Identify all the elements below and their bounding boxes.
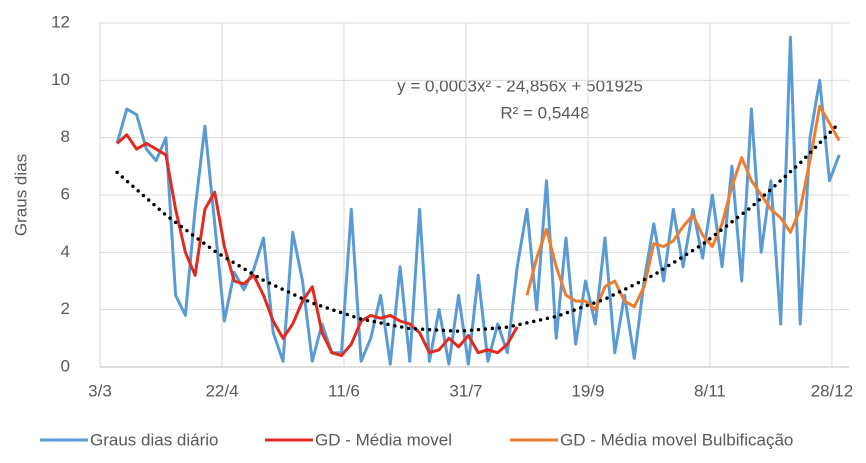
y-tick-label: 0 xyxy=(61,356,70,375)
y-tick-label: 4 xyxy=(61,242,70,261)
x-tick-label: 31/7 xyxy=(449,381,482,400)
x-tick-label: 3/3 xyxy=(88,381,112,400)
y-tick-label: 6 xyxy=(61,184,70,203)
trend-equation: y = 0,0003x² - 24,856x + 501925 xyxy=(397,76,643,95)
legend-label: GD - Média movel Bulbificação xyxy=(560,430,793,449)
series-line xyxy=(525,104,841,312)
x-tick-label: 22/4 xyxy=(205,381,238,400)
series-line xyxy=(116,133,519,357)
y-axis-label: Graus dias xyxy=(11,154,30,236)
x-tick-label: 28/12 xyxy=(811,381,854,400)
y-tick-label: 8 xyxy=(61,127,70,146)
y-tick-label: 2 xyxy=(61,299,70,318)
trendline xyxy=(115,121,841,333)
y-tick-label: 12 xyxy=(51,12,70,31)
x-tick-label: 11/6 xyxy=(328,381,360,400)
y-tick-label: 10 xyxy=(51,70,70,89)
x-tick-label: 8/11 xyxy=(694,381,726,400)
series-line xyxy=(115,35,841,366)
legend-label: Graus dias diário xyxy=(90,430,219,449)
x-tick-label: 19/9 xyxy=(571,381,604,400)
legend-label: GD - Média movel xyxy=(315,430,452,449)
trend-r2: R² = 0,5448 xyxy=(500,103,589,122)
